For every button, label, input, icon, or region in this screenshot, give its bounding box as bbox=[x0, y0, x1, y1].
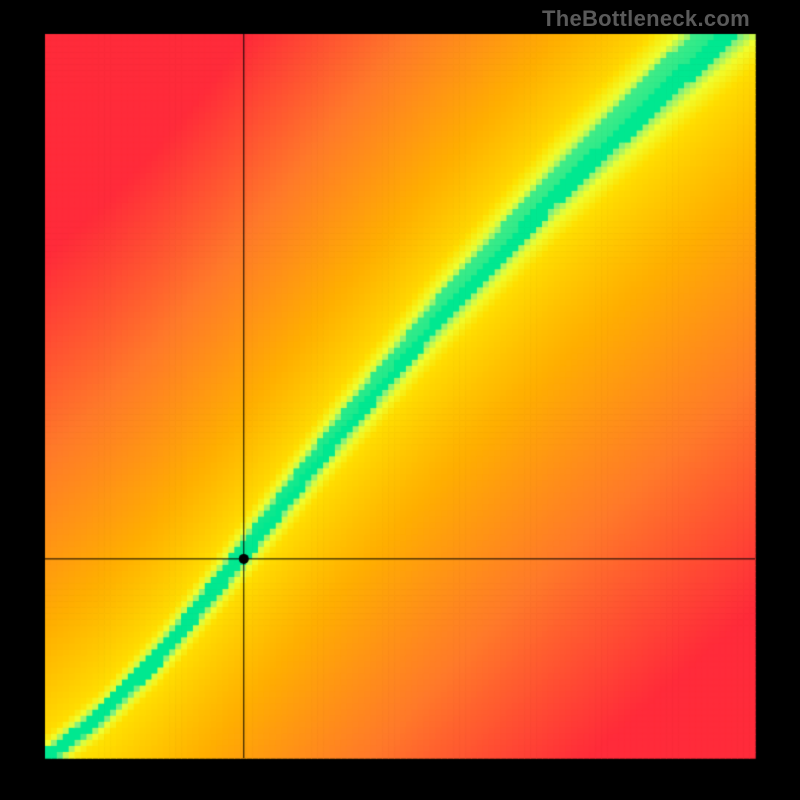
bottleneck-heatmap-canvas bbox=[0, 0, 800, 800]
watermark-text: TheBottleneck.com bbox=[542, 6, 750, 32]
chart-container: TheBottleneck.com bbox=[0, 0, 800, 800]
